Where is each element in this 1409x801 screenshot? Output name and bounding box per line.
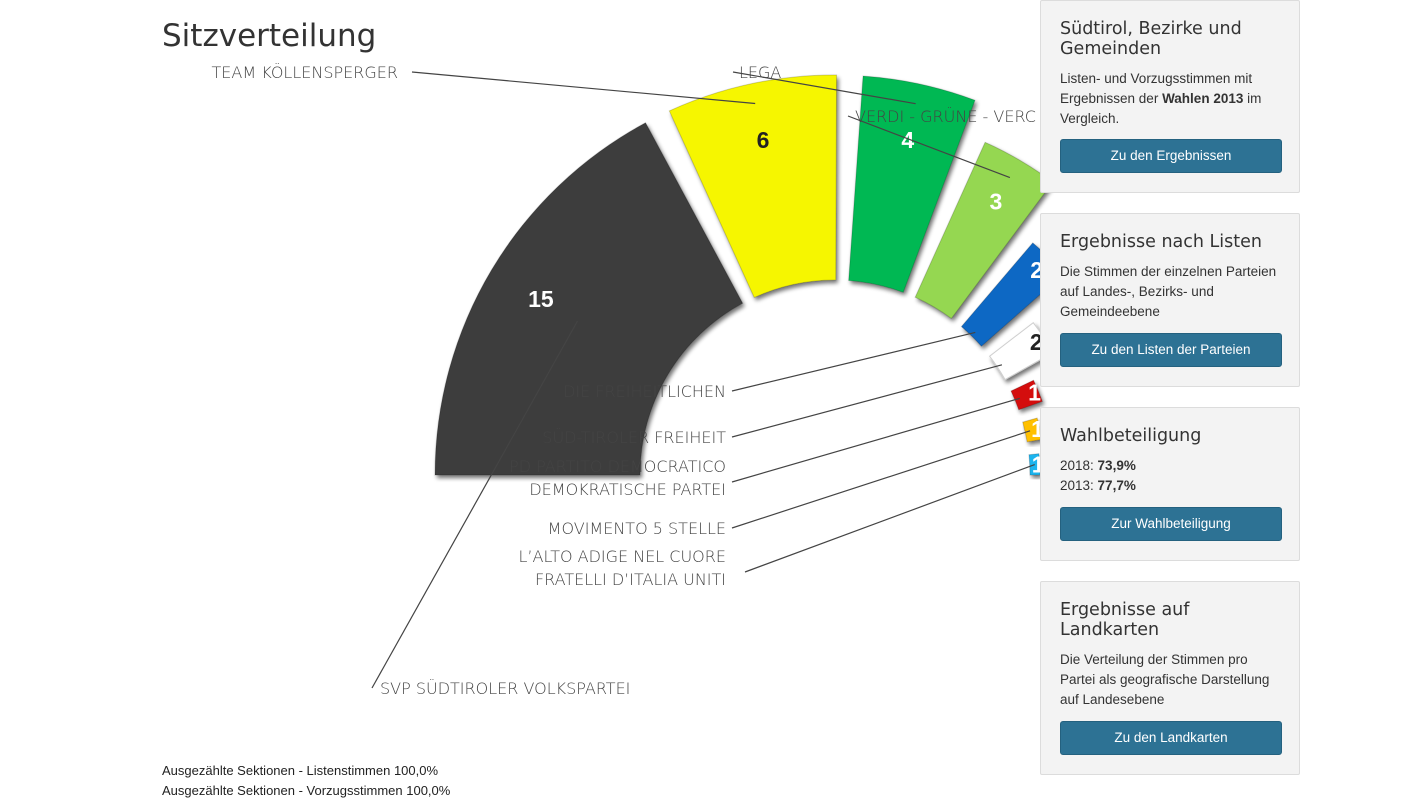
leader-line: [411, 71, 756, 105]
seat-segment[interactable]: [434, 122, 744, 476]
footer-list-votes: Ausgezählte Sektionen - Listenstimmen 10…: [162, 763, 439, 778]
seat-count-label: 15: [528, 286, 554, 312]
seat-count-label: 2: [1030, 257, 1043, 283]
seat-count-label: 1: [1028, 379, 1041, 405]
seat-segment[interactable]: [848, 75, 976, 293]
leader-line: [731, 364, 1003, 438]
party-name-label: L’ALTO ADIGE NEL CUORE: [519, 547, 726, 566]
turnout-2018: 2018: 73,9%: [1060, 456, 1280, 476]
leader-line: [847, 115, 1011, 179]
turnout-2013-label: 2013:: [1060, 478, 1098, 493]
leader-line: [731, 397, 1020, 483]
party-name-label: PD PARTITO DEMOCRATICO: [509, 457, 726, 476]
party-name-label: FRATELLI D’ITALIA UNITI: [535, 570, 726, 589]
results-text-after: im Vergleich.: [1060, 91, 1262, 126]
footer-preference-votes: Ausgezählte Sektionen - Vorzugsstimmen 1…: [162, 783, 451, 798]
leader-line: [731, 331, 976, 392]
party-name-label: TEAM KÖLLENSPERGER: [212, 63, 399, 82]
turnout-card-title: Wahlbeteiligung: [1060, 426, 1202, 446]
leader-line: [732, 71, 916, 105]
party-name-label: DEMOKRATISCHE PARTEI: [529, 480, 726, 499]
lists-card-title: Ergebnisse nach Listen: [1060, 232, 1262, 252]
lists-button[interactable]: Zu den Listen der Parteien: [1060, 333, 1282, 367]
results-text-before: Listen- und Vorzugsstimmen mit Ergebniss…: [1060, 71, 1253, 106]
turnout-2013-value: 77,7%: [1097, 478, 1136, 493]
lists-card: Ergebnisse nach Listen Die Stimmen der e…: [1040, 213, 1300, 387]
party-name-label: MOVIMENTO 5 STELLE: [548, 519, 726, 538]
seat-segment[interactable]: [914, 141, 1054, 320]
party-name-label: SÜD-TIROLER FREIHEIT: [542, 428, 726, 447]
turnout-button[interactable]: Zur Wahlbeteiligung: [1060, 507, 1282, 541]
party-name-label: VERDI - GRÜNE - VERC: [855, 107, 1036, 126]
seat-count-label: 3: [989, 188, 1002, 214]
results-card: Südtirol, Bezirke und Gemeinden Listen- …: [1040, 0, 1300, 193]
seat-segment[interactable]: [668, 74, 838, 299]
turnout-2018-value: 73,9%: [1097, 458, 1136, 473]
seat-count-label: 2: [1030, 329, 1043, 355]
maps-button[interactable]: Zu den Landkarten: [1060, 721, 1282, 755]
turnout-2013: 2013: 77,7%: [1060, 476, 1280, 496]
seat-segment[interactable]: [1022, 417, 1043, 443]
turnout-2018-label: 2018:: [1060, 458, 1098, 473]
results-button[interactable]: Zu den Ergebnissen: [1060, 139, 1282, 173]
turnout-card: Wahlbeteiligung 2018: 73,9% 2013: 77,7% …: [1040, 407, 1300, 561]
results-text-bold: Wahlen 2013: [1162, 91, 1244, 106]
seat-count-label: 6: [757, 127, 770, 153]
party-name-label: LEGA: [739, 63, 781, 82]
chart-title: Sitzverteilung: [162, 18, 377, 54]
maps-card-title: Ergebnisse auf Landkarten: [1060, 600, 1190, 640]
seat-count-label: 4: [901, 127, 914, 153]
leader-line: [744, 464, 1035, 573]
seat-segment[interactable]: [1010, 379, 1043, 411]
party-name-label: SVP SÜDTIROLER VOLKSPARTEI: [380, 679, 630, 698]
maps-card-text: Die Verteilung der Stimmen pro Partei al…: [1060, 652, 1270, 707]
maps-card: Ergebnisse auf Landkarten Die Verteilung…: [1040, 581, 1300, 775]
party-name-label: DIE FREIHEITLICHEN: [563, 382, 726, 401]
results-card-title: Südtirol, Bezirke und Gemeinden: [1060, 19, 1242, 59]
results-card-text: Listen- und Vorzugsstimmen mit Ergebniss…: [1060, 69, 1280, 129]
leader-line: [731, 430, 1031, 529]
leader-line: [371, 320, 579, 689]
lists-card-text: Die Stimmen der einzelnen Parteien auf L…: [1060, 264, 1277, 319]
